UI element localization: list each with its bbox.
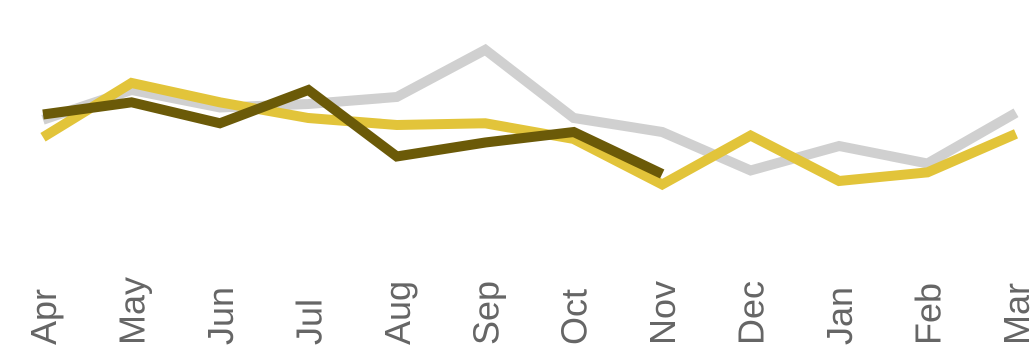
- x-tick-label: May: [111, 277, 152, 345]
- x-tick-label: Mar: [996, 283, 1036, 345]
- x-tick-label: Oct: [554, 289, 595, 345]
- x-axis: Apr May Jun Jul Aug Sep Oct Nov Dec Jan Feb Mar: [23, 277, 1036, 345]
- x-tick-label: Jun: [200, 287, 241, 345]
- series-layer: [40, 43, 1019, 191]
- x-tick-label: Feb: [908, 283, 949, 345]
- x-tick-label: Sep: [465, 281, 506, 345]
- series-line-3: [42, 84, 665, 179]
- x-tick-label: Dec: [731, 281, 772, 345]
- series-line-1: [41, 43, 1019, 176]
- x-tick-label: Jan: [819, 287, 860, 345]
- x-tick-label: Jul: [288, 299, 329, 345]
- series-line-2: [40, 77, 1018, 191]
- x-tick-label: Apr: [23, 289, 64, 345]
- x-tick-label: Aug: [377, 281, 418, 345]
- x-tick-label: Nov: [642, 281, 683, 345]
